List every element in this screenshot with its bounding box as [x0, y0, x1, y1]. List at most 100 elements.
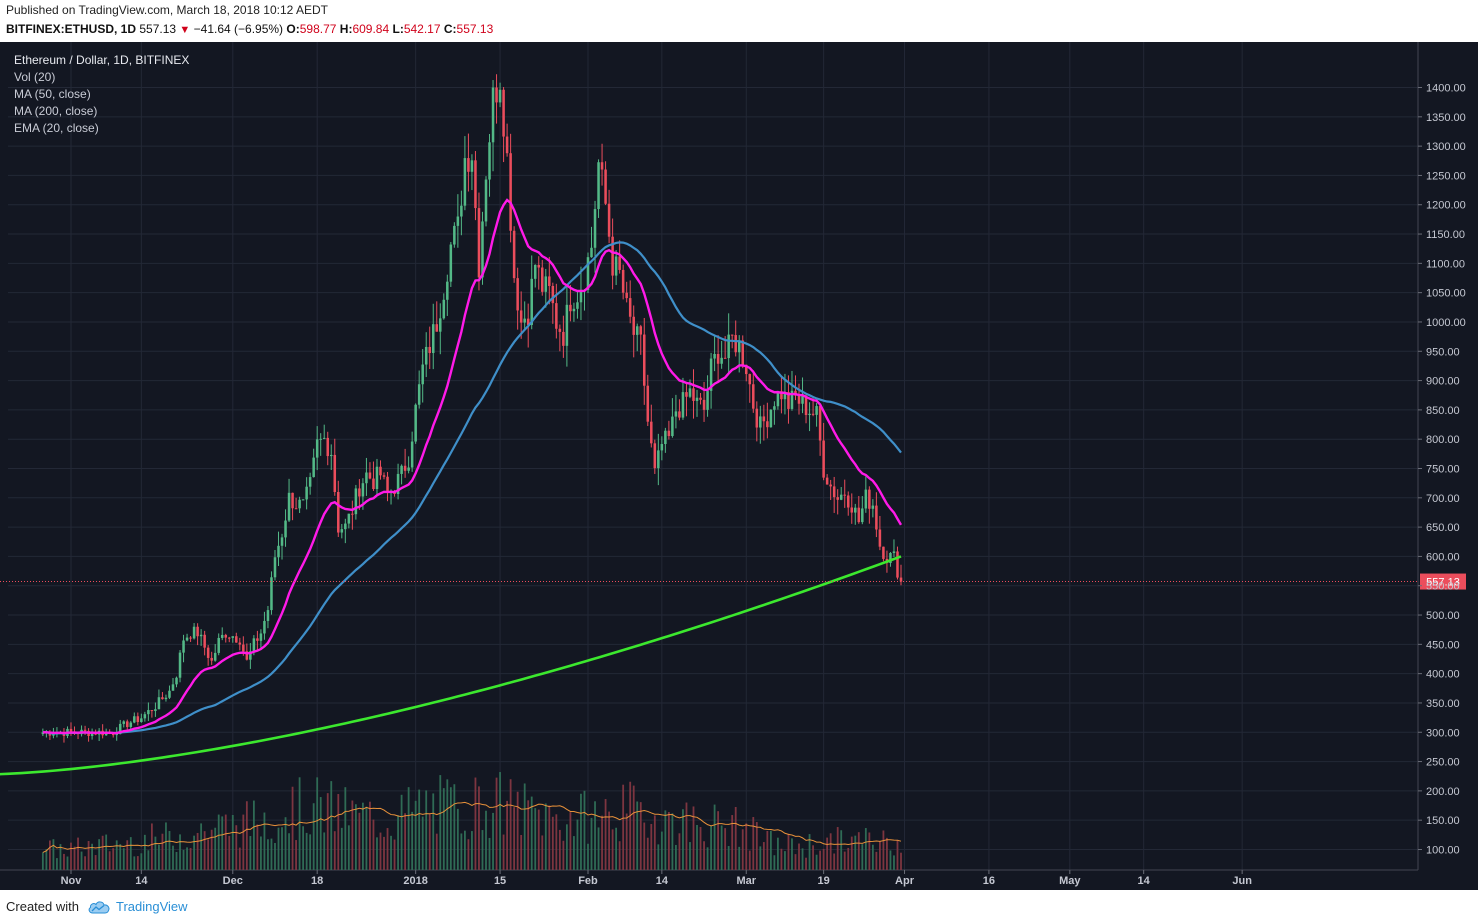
candle-body: [206, 647, 210, 658]
tradingview-link[interactable]: TradingView: [87, 899, 188, 914]
candle-body: [326, 437, 330, 457]
candle-body: [249, 651, 252, 660]
ema20-line: [42, 198, 903, 735]
time-tick-label: 16: [983, 875, 995, 887]
time-axis[interactable]: Nov 14 Dec 18 2018 15 Feb 14 Mar 19 Apr 16 May 14 Jun: [61, 870, 1253, 887]
candle-body: [685, 392, 688, 397]
volume-bar: [738, 846, 741, 870]
candle-body: [639, 326, 643, 335]
volume-bar: [70, 842, 72, 870]
candle-body: [565, 304, 569, 346]
candle-body: [375, 466, 379, 490]
legend-ma50[interactable]: MA (50, close): [14, 87, 91, 101]
candle-body: [846, 495, 850, 508]
legend-ma200[interactable]: MA (200, close): [14, 104, 97, 118]
volume-bar: [193, 835, 195, 870]
volume-bar: [158, 844, 160, 870]
candle-body: [164, 697, 168, 700]
volume-bar: [369, 801, 371, 870]
candle-body: [491, 87, 495, 143]
candle-body: [403, 465, 407, 471]
candle-body: [270, 577, 273, 611]
volume-bar: [495, 777, 498, 870]
volume-bar: [84, 856, 86, 870]
time-tick-label: 2018: [403, 875, 427, 887]
chart-area[interactable]: 557.13 100.00 150.00 200.00 250.00 300.00 350…: [0, 42, 1478, 890]
volume-bar: [295, 840, 297, 870]
candle-body: [737, 340, 741, 353]
volume-bar: [143, 834, 146, 870]
candle-body: [340, 529, 344, 533]
candle-body: [358, 488, 361, 497]
legend-ema20[interactable]: EMA (20, close): [14, 121, 99, 135]
volume-bar: [794, 854, 797, 870]
moving-average-lines: [0, 198, 903, 776]
volume-bar: [168, 831, 171, 870]
candle-body: [878, 529, 882, 547]
candle-body: [854, 507, 857, 513]
candle-body: [618, 256, 621, 270]
volume-bar: [488, 837, 491, 870]
volume-bar: [734, 806, 737, 870]
candle-body: [210, 657, 213, 661]
price-tick-label: 600.00: [1426, 551, 1460, 563]
volume-bar: [302, 826, 305, 870]
price-tick-label: 1250.00: [1426, 170, 1466, 182]
volume-bar: [383, 836, 385, 870]
volume-bar: [196, 832, 199, 870]
candle-body: [818, 406, 822, 441]
candle-body: [439, 318, 442, 332]
volume-bar: [565, 824, 568, 870]
candle-body: [720, 357, 723, 364]
candle-body: [410, 441, 414, 468]
volume-bar: [632, 785, 635, 870]
volume-bar: [558, 829, 561, 870]
volume-bar: [791, 838, 793, 870]
candle-body: [446, 281, 449, 300]
volume-bar: [59, 844, 62, 870]
candle-body: [657, 450, 660, 469]
candle-body: [456, 216, 460, 226]
legend-vol[interactable]: Vol (20): [14, 70, 55, 84]
volume-bar: [390, 835, 392, 870]
candle-body: [333, 454, 337, 493]
volume-bar: [541, 835, 544, 870]
symbol-label[interactable]: BITFINEX:ETHUSD, 1D: [6, 22, 137, 36]
candle-body: [365, 472, 368, 484]
volume-bar: [372, 819, 375, 870]
high-value: 609.84: [352, 22, 390, 36]
candle-body: [868, 489, 871, 509]
candle-body: [533, 264, 537, 279]
candle-body: [315, 439, 319, 458]
volume-bar: [87, 841, 90, 870]
candle-body: [442, 299, 446, 319]
candle-body: [769, 409, 773, 428]
volume-bar: [667, 812, 670, 870]
candle-body: [372, 478, 375, 490]
ma200-line: [0, 555, 902, 776]
candle-body: [526, 318, 530, 325]
volume-bar: [516, 791, 519, 870]
time-tick-label: 14: [656, 875, 669, 887]
candle-body: [154, 709, 157, 711]
candle-body: [129, 722, 133, 727]
volume-bar: [242, 814, 245, 870]
price-tick-label: 1200.00: [1426, 200, 1466, 212]
price-axis[interactable]: 100.00 150.00 200.00 250.00 300.00 350.00 400.…: [1418, 83, 1466, 857]
volume-bar: [608, 811, 610, 870]
candle-body: [224, 634, 228, 638]
tradingview-brand-label: TradingView: [115, 899, 188, 914]
candle-body: [832, 486, 836, 498]
volume-bar: [840, 830, 843, 870]
candle-body: [322, 437, 326, 439]
candle-body: [256, 638, 259, 641]
volume-bar: [214, 827, 217, 870]
candle-body: [175, 677, 178, 685]
volume-bar: [129, 837, 132, 870]
candle-body: [417, 384, 421, 405]
tradingview-cloud-icon: [88, 900, 110, 913]
candle-body: [386, 476, 389, 494]
volume-bar: [252, 800, 255, 870]
candlesticks: [41, 74, 903, 743]
candle-body: [312, 457, 315, 478]
